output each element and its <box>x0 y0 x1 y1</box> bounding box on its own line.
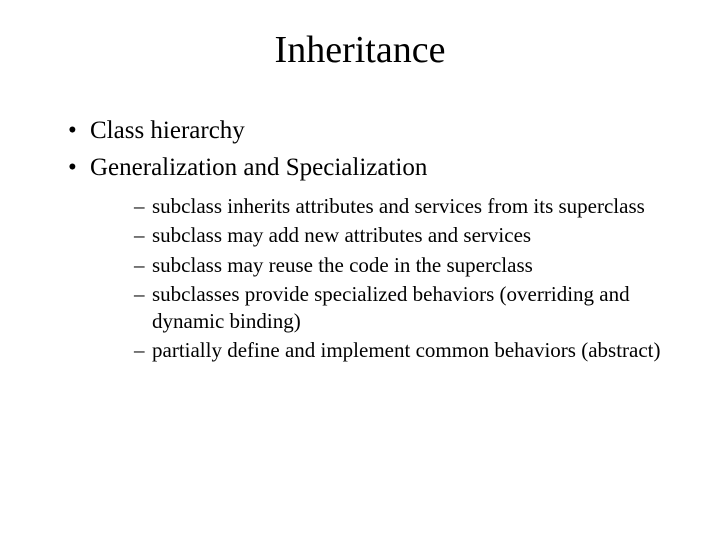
sub-bullet-list: subclass inherits attributes and service… <box>90 193 670 365</box>
page-title: Inheritance <box>50 28 670 72</box>
sub-bullet-item: subclass inherits attributes and service… <box>134 193 670 220</box>
sub-bullet-text: subclass may reuse the code in the super… <box>152 253 533 277</box>
sub-bullet-text: partially define and implement common be… <box>152 338 661 362</box>
bullet-text: Class hierarchy <box>90 117 245 144</box>
sub-bullet-text: subclass inherits attributes and service… <box>152 194 645 218</box>
sub-bullet-item: subclasses provide specialized behaviors… <box>134 281 670 336</box>
bullet-item: Generalization and Specialization subcla… <box>68 151 670 365</box>
sub-bullet-item: partially define and implement common be… <box>134 337 670 364</box>
bullet-text: Generalization and Specialization <box>90 154 427 181</box>
sub-bullet-text: subclasses provide specialized behaviors… <box>152 282 630 333</box>
sub-bullet-item: subclass may add new attributes and serv… <box>134 222 670 249</box>
sub-bullet-text: subclass may add new attributes and serv… <box>152 223 531 247</box>
bullet-item: Class hierarchy <box>68 114 670 149</box>
sub-bullet-item: subclass may reuse the code in the super… <box>134 252 670 279</box>
main-bullet-list: Class hierarchy Generalization and Speci… <box>50 114 670 365</box>
